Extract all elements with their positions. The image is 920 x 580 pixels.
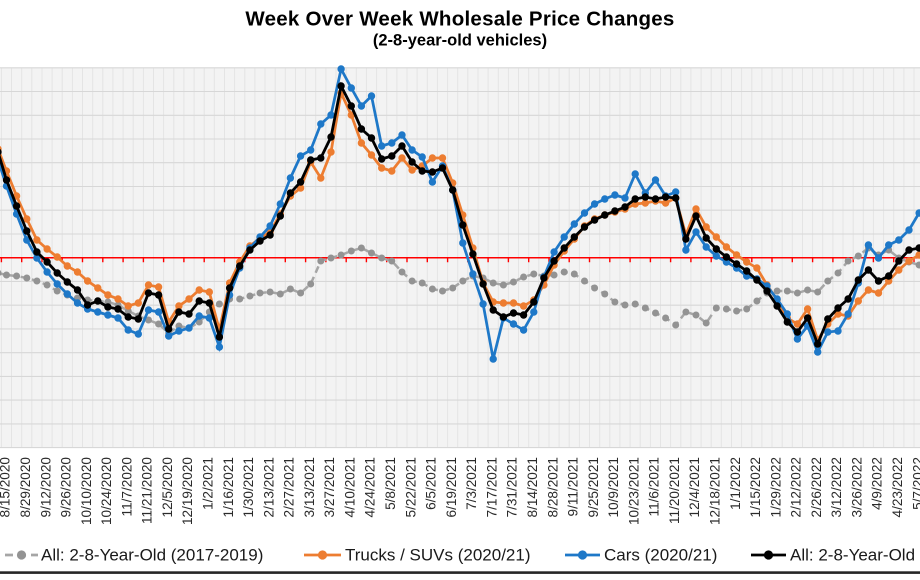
svg-text:1/29/2022: 1/29/2022: [768, 457, 783, 517]
svg-text:12/18/2021: 12/18/2021: [708, 457, 723, 525]
svg-text:9/12/2020: 9/12/2020: [38, 457, 53, 518]
svg-text:9/26/2020: 9/26/2020: [59, 457, 74, 518]
svg-text:10/9/2021: 10/9/2021: [606, 457, 621, 517]
svg-text:11/21/2020: 11/21/2020: [140, 457, 155, 524]
svg-text:8/28/2021: 8/28/2021: [545, 457, 560, 517]
svg-text:5/7/2022: 5/7/2022: [910, 457, 920, 510]
svg-text:4/23/2022: 4/23/2022: [890, 457, 905, 517]
svg-text:9/11/2021: 9/11/2021: [566, 457, 581, 516]
svg-text:3/27/2021: 3/27/2021: [322, 457, 337, 517]
svg-text:2/27/2021: 2/27/2021: [282, 457, 297, 517]
svg-text:2/26/2022: 2/26/2022: [809, 457, 824, 517]
svg-text:8/15/2020: 8/15/2020: [0, 457, 13, 518]
svg-text:12/5/2020: 12/5/2020: [160, 457, 175, 518]
svg-text:5/22/2021: 5/22/2021: [403, 457, 418, 517]
svg-text:6/5/2021: 6/5/2021: [424, 457, 439, 510]
svg-text:1/30/2021: 1/30/2021: [241, 457, 256, 517]
svg-text:6/19/2021: 6/19/2021: [444, 457, 459, 517]
svg-text:10/10/2020: 10/10/2020: [79, 457, 94, 525]
svg-text:7/17/2021: 7/17/2021: [484, 457, 499, 517]
svg-text:4/10/2021: 4/10/2021: [343, 457, 358, 517]
svg-text:3/26/2022: 3/26/2022: [850, 457, 865, 517]
svg-text:1/1/2022: 1/1/2022: [728, 457, 743, 510]
svg-text:1/16/2021: 1/16/2021: [221, 457, 236, 517]
svg-text:11/7/2020: 11/7/2020: [119, 457, 134, 517]
svg-text:1/2/2021: 1/2/2021: [201, 457, 216, 510]
svg-text:8/29/2020: 8/29/2020: [18, 457, 33, 518]
svg-text:12/19/2020: 12/19/2020: [180, 457, 195, 525]
svg-text:9/25/2021: 9/25/2021: [586, 457, 601, 517]
svg-text:11/6/2021: 11/6/2021: [647, 457, 662, 516]
svg-text:Cars (2020/21): Cars (2020/21): [604, 546, 717, 565]
svg-text:Week Over Week Wholesale Price: Week Over Week Wholesale Price Changes: [245, 8, 674, 31]
svg-text:All: 2-8-Year-Old (2020/21): All: 2-8-Year-Old (2020/21): [790, 546, 920, 565]
svg-text:All: 2-8-Year-Old (2017-2019): All: 2-8-Year-Old (2017-2019): [41, 546, 263, 565]
svg-text:2/12/2022: 2/12/2022: [789, 457, 804, 517]
svg-text:10/23/2021: 10/23/2021: [626, 457, 641, 525]
svg-text:5/8/2021: 5/8/2021: [383, 457, 398, 510]
svg-text:Trucks / SUVs (2020/21): Trucks / SUVs (2020/21): [345, 546, 531, 565]
svg-text:3/12/2022: 3/12/2022: [829, 457, 844, 517]
svg-text:4/24/2021: 4/24/2021: [363, 457, 378, 517]
svg-text:8/14/2021: 8/14/2021: [525, 457, 540, 517]
svg-text:3/13/2021: 3/13/2021: [302, 457, 317, 517]
svg-text:2/13/2021: 2/13/2021: [261, 457, 276, 517]
svg-text:10/24/2020: 10/24/2020: [99, 457, 114, 525]
svg-text:12/4/2021: 12/4/2021: [687, 457, 702, 517]
svg-text:7/3/2021: 7/3/2021: [464, 457, 479, 510]
svg-text:4/9/2022: 4/9/2022: [870, 457, 885, 510]
svg-text:(2-8-year-old vehicles): (2-8-year-old vehicles): [373, 32, 547, 50]
svg-text:11/20/2021: 11/20/2021: [667, 457, 682, 524]
svg-text:1/15/2022: 1/15/2022: [748, 457, 763, 517]
svg-text:7/31/2021: 7/31/2021: [505, 457, 520, 517]
